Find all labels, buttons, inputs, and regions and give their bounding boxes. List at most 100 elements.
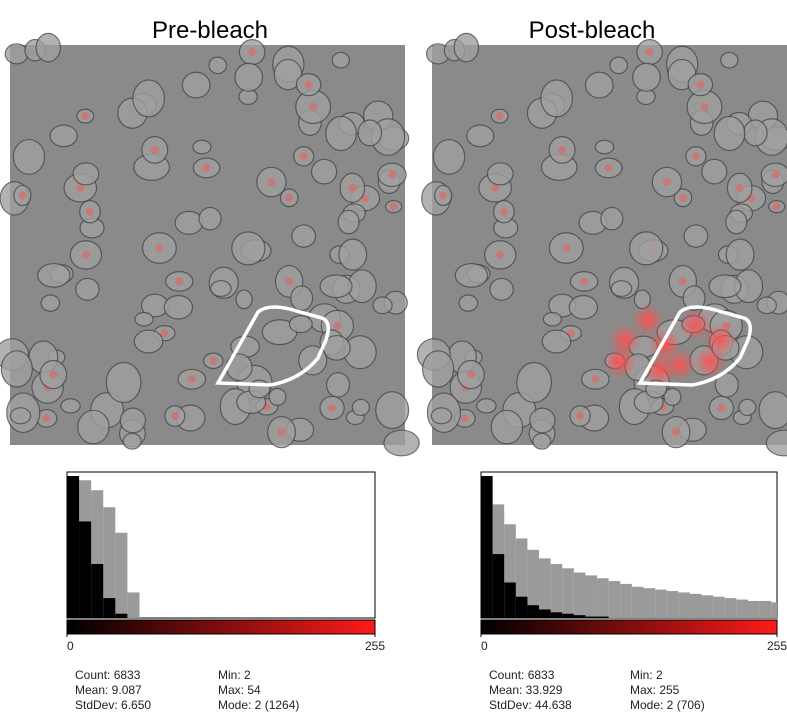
fluorescence	[150, 145, 159, 154]
cell	[454, 262, 489, 288]
histogram-bar	[79, 521, 92, 618]
fluorescence	[562, 244, 571, 253]
cell	[337, 209, 360, 235]
fluorescence	[717, 403, 726, 412]
fluorescence	[248, 48, 257, 57]
cell	[725, 238, 755, 271]
statistic: Min: 2	[630, 668, 663, 682]
cell	[181, 71, 211, 99]
cell	[490, 409, 524, 445]
fluorescence	[267, 178, 276, 187]
cell	[756, 296, 777, 315]
fluorescence	[735, 183, 744, 192]
histogram-bar	[127, 592, 140, 618]
lut-bar	[66, 619, 376, 635]
cell	[542, 311, 563, 327]
bleached-cell	[664, 349, 696, 381]
fluorescence	[495, 112, 504, 121]
fluorescence	[155, 244, 164, 253]
cell	[600, 206, 624, 231]
fluorescence	[175, 277, 184, 286]
lut-bar	[480, 619, 778, 635]
cell	[610, 280, 633, 297]
cell	[119, 407, 147, 434]
tick-label: 255	[365, 639, 385, 653]
cell	[338, 238, 368, 271]
cell	[268, 387, 287, 407]
cell	[208, 56, 228, 75]
bleached-cell	[632, 304, 664, 336]
statistic: Mean: 9.087	[75, 683, 142, 697]
cell	[432, 138, 466, 175]
histogram-bar	[724, 598, 737, 618]
fluorescence	[700, 102, 709, 111]
cell	[288, 315, 313, 334]
fluorescence	[81, 112, 90, 121]
cell	[541, 329, 572, 354]
cell	[357, 119, 383, 147]
cell	[476, 398, 497, 414]
cell	[708, 274, 742, 299]
histogram-bar	[736, 599, 748, 618]
cell	[0, 350, 33, 388]
histogram-bar	[550, 564, 563, 618]
cell	[234, 62, 264, 92]
cell	[516, 361, 553, 404]
cell	[210, 280, 232, 297]
histogram-bar	[713, 596, 725, 618]
panel-title: Post-bleach	[529, 17, 656, 44]
cell	[430, 407, 453, 425]
fluorescence	[772, 202, 781, 211]
cell	[529, 407, 556, 434]
cell	[9, 407, 32, 425]
fluorescence	[209, 356, 218, 365]
fluorescence	[580, 277, 589, 286]
cell	[105, 361, 142, 404]
histogram-bar	[539, 558, 551, 618]
cell	[486, 162, 514, 186]
statistic: StdDev: 44.638	[489, 698, 572, 712]
cell	[192, 139, 212, 155]
statistic: Mode: 2 (1264)	[218, 698, 299, 712]
fluorescence	[491, 183, 500, 192]
histogram-bar	[550, 612, 563, 618]
histogram-bar	[585, 616, 598, 618]
histogram-bar	[515, 596, 528, 618]
histogram-bar	[481, 476, 493, 618]
cell	[701, 158, 728, 185]
fluorescence	[460, 414, 469, 423]
fluorescence	[672, 428, 681, 437]
statistic: Count: 6833	[75, 668, 141, 682]
histogram-bar	[573, 615, 586, 618]
fluorescence	[49, 370, 58, 379]
histogram-bar	[492, 554, 505, 618]
cell	[720, 51, 739, 69]
cell	[37, 262, 71, 288]
fluorescence	[333, 321, 342, 330]
cell	[290, 285, 314, 312]
statistic: Mode: 2 (706)	[630, 698, 705, 712]
histogram-bar	[504, 524, 516, 618]
fluorescence	[576, 412, 585, 421]
cell	[122, 432, 142, 450]
histogram-bar	[103, 507, 116, 618]
histogram-bar	[562, 568, 574, 618]
cell	[663, 387, 682, 407]
tick-label: 0	[481, 639, 488, 653]
histogram-bar	[620, 583, 632, 618]
cell	[325, 372, 351, 398]
cell	[134, 311, 154, 327]
roi-outline	[215, 305, 330, 387]
fluorescence	[439, 191, 448, 200]
cell	[319, 274, 353, 299]
statistic: Max: 255	[630, 683, 680, 697]
fluorescence	[85, 207, 94, 216]
cell	[629, 231, 664, 266]
statistic: Min: 2	[218, 668, 251, 682]
cell	[421, 350, 455, 388]
cell	[609, 56, 629, 75]
tick-label: 255	[767, 639, 787, 653]
fluorescence	[18, 191, 27, 200]
fluorescence	[81, 250, 90, 259]
